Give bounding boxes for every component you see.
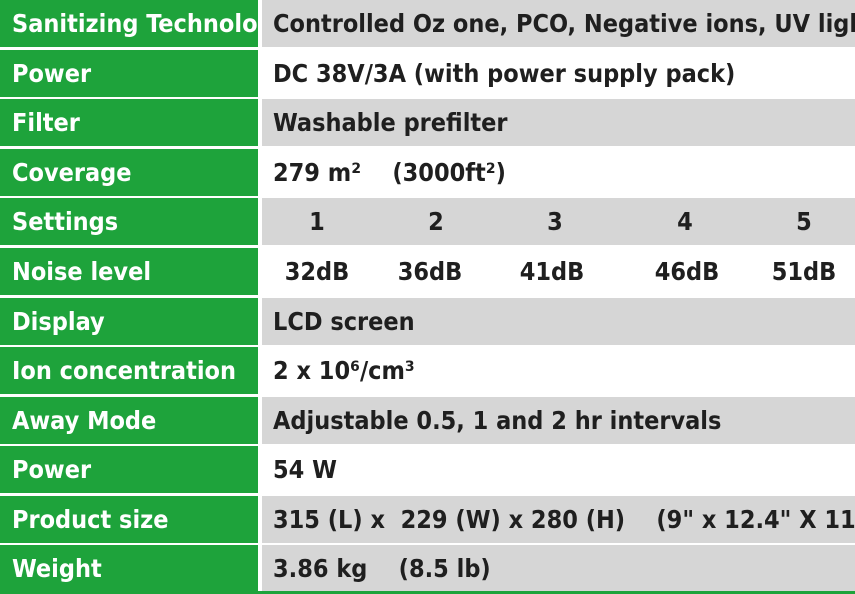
spec-value: Washable prefilter [262, 99, 855, 146]
spec-label: Sanitizing Technology [0, 0, 258, 47]
spec-row-coverage: Coverage 279 m² (3000ft²) [0, 149, 855, 196]
spec-row-display: Display LCD screen [0, 298, 855, 345]
spec-value: LCD screen [262, 298, 855, 345]
setting-value: 2 [428, 207, 444, 236]
spec-row-noise-level: Noise level 32dB 36dB 41dB 46dB 51dB [0, 248, 855, 295]
bottom-divider [0, 591, 855, 594]
spec-label: Filter [0, 99, 258, 146]
spec-value: 279 m² (3000ft²) [262, 149, 855, 196]
spec-label: Power [0, 446, 258, 493]
setting-value: 1 [309, 207, 325, 236]
spec-value-noise: 32dB 36dB 41dB 46dB 51dB [262, 248, 855, 295]
noise-value: 46dB [654, 257, 720, 286]
spec-value: DC 38V/3A (with power supply pack) [262, 50, 855, 97]
spec-value: Controlled Oz one, PCO, Negative ions, U… [262, 0, 855, 47]
spec-row-power-consumption: Power 54 W [0, 446, 855, 493]
spec-row-settings: Settings 1 2 3 4 5 [0, 198, 855, 245]
noise-value: 51dB [771, 257, 837, 286]
spec-label: Away Mode [0, 397, 258, 444]
setting-value: 3 [547, 207, 563, 236]
spec-row-filter: Filter Washable prefilter [0, 99, 855, 146]
spec-value: 2 x 10⁶/cm³ [262, 347, 855, 394]
spec-row-away-mode: Away Mode Adjustable 0.5, 1 and 2 hr int… [0, 397, 855, 444]
spec-label: Display [0, 298, 258, 345]
spec-row-ion-concentration: Ion concentration 2 x 10⁶/cm³ [0, 347, 855, 394]
spec-label: Power [0, 50, 258, 97]
spec-label: Noise level [0, 248, 258, 295]
spec-value-settings: 1 2 3 4 5 [262, 198, 855, 245]
noise-value: 32dB [284, 257, 350, 286]
noise-value: 41dB [519, 257, 585, 286]
spec-value: 54 W [262, 446, 855, 493]
spec-label: Weight [0, 545, 258, 591]
setting-value: 4 [677, 207, 693, 236]
spec-value: 3.86 kg (8.5 lb) [262, 545, 855, 591]
noise-value: 36dB [397, 257, 463, 286]
spec-label: Coverage [0, 149, 258, 196]
spec-row-power-supply: Power DC 38V/3A (with power supply pack) [0, 50, 855, 97]
spec-label: Settings [0, 198, 258, 245]
spec-value: Adjustable 0.5, 1 and 2 hr intervals [262, 397, 855, 444]
spec-label: Product size [0, 496, 258, 543]
spec-row-sanitizing-technology: Sanitizing Technology Controlled Oz one,… [0, 0, 855, 47]
spec-row-weight: Weight 3.86 kg (8.5 lb) [0, 545, 855, 591]
spec-label: Ion concentration [0, 347, 258, 394]
spec-row-product-size: Product size 315 (L) x 229 (W) x 280 (H)… [0, 496, 855, 543]
spec-value: 315 (L) x 229 (W) x 280 (H) (9" x 12.4" … [262, 496, 855, 543]
setting-value: 5 [796, 207, 812, 236]
